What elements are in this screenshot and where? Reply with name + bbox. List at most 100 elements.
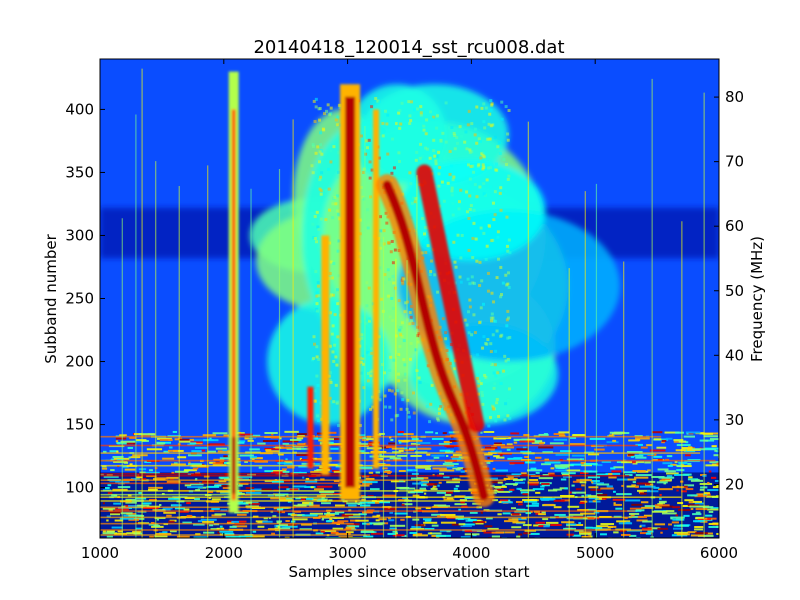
heatmap-cell (223, 455, 228, 458)
heatmap-cell (506, 177, 510, 181)
heatmap-cell (570, 524, 584, 527)
heatmap-cell (672, 518, 685, 521)
heatmap-cell (247, 502, 260, 505)
heatmap-cell (489, 350, 493, 354)
heatmap-cell (298, 465, 313, 468)
heatmap-cell (543, 433, 548, 436)
heatmap-cell (432, 115, 436, 119)
heatmap-cell (425, 147, 429, 151)
heatmap-cell (310, 164, 314, 168)
heatmap-cell (432, 486, 435, 489)
heatmap-cell (103, 475, 119, 478)
x-tick-label: 1000 (81, 544, 119, 562)
heatmap-cell (211, 507, 220, 510)
heatmap-cell (362, 167, 366, 171)
heatmap-cell (133, 442, 136, 445)
heatmap-cell (483, 151, 487, 155)
heatmap-cell (489, 99, 493, 103)
heatmap-cell (328, 294, 332, 298)
heatmap-cell (590, 480, 600, 483)
heatmap-cell (480, 390, 484, 394)
heatmap-cell (371, 405, 375, 409)
heatmap-cell (428, 273, 432, 277)
heatmap-cell (495, 469, 508, 472)
heatmap-cell (464, 130, 468, 134)
heatmap-cell (186, 514, 193, 517)
heatmap-cell (210, 528, 219, 531)
heatmap-cell (607, 473, 613, 476)
heatmap-cell (457, 200, 461, 204)
heatmap-cell (440, 521, 457, 524)
heatmap-cell (460, 525, 472, 528)
heatmap-cell (270, 497, 286, 500)
heatmap-cell (424, 527, 435, 530)
heatmap-cell (492, 319, 496, 323)
heatmap-cell (349, 519, 360, 522)
heatmap-cell (660, 531, 663, 534)
heatmap-cell (467, 248, 471, 252)
heatmap-cell (315, 355, 319, 359)
heatmap-cell (718, 456, 719, 459)
rfi-line (100, 444, 638, 447)
heatmap-cell (326, 103, 330, 107)
heatmap-cell (112, 455, 124, 458)
heatmap-cell (452, 132, 456, 136)
heatmap-cell (183, 508, 190, 511)
heatmap-cell (454, 503, 467, 506)
heatmap-cell (487, 424, 491, 428)
heatmap-cell (439, 469, 455, 472)
heatmap-cell (516, 448, 528, 451)
heatmap-cell (709, 438, 719, 441)
heatmap-cell (460, 134, 464, 138)
heatmap-cell (688, 446, 693, 449)
heatmap-cell (528, 532, 540, 535)
heatmap-cell (504, 273, 508, 277)
heatmap-cell (490, 312, 494, 316)
heatmap-cell (535, 521, 545, 524)
heatmap-cell (535, 491, 541, 494)
heatmap-cell (328, 241, 332, 245)
heatmap-cell (558, 434, 566, 437)
heatmap-cell (168, 520, 175, 523)
heatmap-cell (554, 465, 570, 468)
heatmap-cell (497, 414, 501, 418)
y-tick-label: 150 (65, 416, 94, 434)
heatmap-cell (437, 515, 453, 518)
heatmap-cell (600, 523, 615, 526)
heatmap-cell (499, 382, 503, 386)
heatmap-cell (211, 498, 221, 501)
heatmap-cell (437, 150, 441, 154)
heatmap-cell (470, 150, 474, 154)
heatmap-cell (412, 534, 428, 537)
heatmap-cell (379, 297, 383, 301)
heatmap-cell (315, 240, 319, 244)
heatmap-cell (540, 485, 545, 488)
heatmap-cell (384, 405, 388, 409)
heatmap-cell (630, 455, 635, 458)
heatmap-cell (522, 499, 537, 502)
heatmap-cell (657, 527, 668, 530)
heatmap-cell (378, 463, 391, 466)
heatmap-cell (411, 321, 415, 325)
heatmap-cell (319, 143, 323, 147)
heatmap-cell (282, 470, 290, 473)
heatmap-cell (440, 513, 456, 516)
heatmap-cell (635, 509, 645, 512)
heatmap-cell (306, 497, 314, 500)
heatmap-cell (439, 140, 443, 144)
heatmap-cell (663, 510, 675, 513)
heatmap-cell (498, 191, 502, 195)
heatmap-cell (493, 437, 506, 440)
heatmap-cell (102, 530, 106, 533)
heatmap-cell (427, 532, 442, 535)
heatmap-cell (478, 284, 482, 288)
heatmap-cell (409, 119, 413, 123)
heatmap-cell (445, 348, 449, 352)
heatmap-cell (692, 500, 703, 503)
heatmap-cell (472, 221, 476, 225)
heatmap-cell (389, 524, 406, 527)
heatmap-cell (331, 293, 335, 297)
low-band-region (100, 472, 719, 538)
heatmap-cell (481, 159, 485, 163)
heatmap-cell (711, 445, 717, 448)
